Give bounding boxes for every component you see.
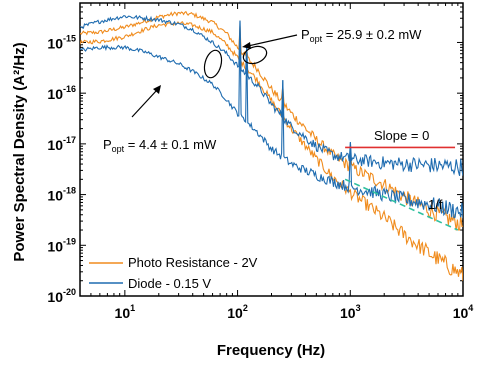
annotation-popt-high: Popt = 25.9 ± 0.2 mW [301, 27, 422, 44]
y-tick-label: 10-18 [47, 186, 76, 204]
one-over-f-line [344, 178, 459, 231]
x-tick-label: 104 [453, 303, 474, 321]
annotation-popt-low: Popt = 4.4 ± 0.1 mW [103, 137, 217, 154]
series-curves [80, 10, 463, 282]
y-tick-label: 10-20 [47, 287, 76, 305]
legend: Photo Resistance - 2V Diode - 0.15 V [89, 255, 258, 291]
series-curve-diode-0 [80, 14, 463, 176]
y-tick-label: 10-17 [47, 135, 76, 153]
y-tick-label: 10-15 [47, 33, 76, 51]
x-tick-label: 101 [115, 303, 136, 321]
annotation-arrowhead-low [153, 85, 161, 94]
annotation-arrow-high [247, 34, 298, 47]
annotation-ellipse-high [242, 45, 268, 65]
x-tick-label: 102 [227, 303, 248, 321]
annotation-ellipse-low [203, 49, 223, 79]
annotation-arrowhead-high [242, 42, 251, 49]
one-over-f-label: 1/f [428, 197, 443, 212]
y-tick-label: 10-16 [47, 84, 76, 102]
series-curve-photo-resistance-1 [80, 21, 463, 282]
x-tick-label: 103 [340, 303, 361, 321]
reference-lines [344, 146, 459, 231]
slope-zero-label: Slope = 0 [374, 128, 429, 143]
y-axis-title: Power Spectral Density (A²/Hz) [11, 42, 28, 261]
legend-label-photo-resistance: Photo Resistance - 2V [128, 255, 258, 270]
tick-labels: 101 102 103 104 10-15 10-16 10-17 10-18 10-19 10-… [47, 33, 473, 321]
y-tick-label: 10-19 [47, 236, 76, 254]
x-axis-title: Frequency (Hz) [217, 342, 325, 359]
legend-label-diode: Diode - 0.15 V [128, 276, 211, 291]
series-curve-diode-1 [80, 20, 463, 219]
annotation-arrow-low [131, 89, 158, 118]
